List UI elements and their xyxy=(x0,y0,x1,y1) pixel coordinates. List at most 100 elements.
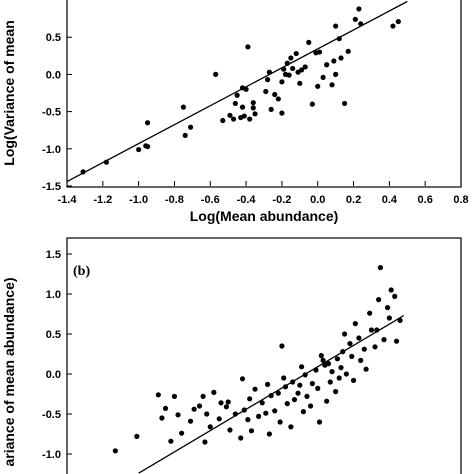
data-point-b xyxy=(363,366,369,372)
data-point-a xyxy=(103,159,109,165)
data-point-a xyxy=(247,116,253,122)
data-point-a xyxy=(341,100,348,107)
data-point-a xyxy=(286,72,292,78)
data-point-b xyxy=(302,372,308,378)
data-point-b xyxy=(211,389,217,395)
data-point-a xyxy=(266,69,272,75)
data-point-a xyxy=(297,80,303,86)
data-point-a xyxy=(352,16,358,22)
data-point-b xyxy=(325,361,332,367)
data-point-a xyxy=(252,111,258,117)
data-point-a xyxy=(243,86,249,92)
data-point-b xyxy=(134,433,140,439)
data-point-b xyxy=(329,369,335,375)
data-point-b xyxy=(393,338,400,344)
data-point-b xyxy=(266,431,272,437)
data-point-b xyxy=(318,353,324,359)
x-tick-label-a: -1.4 xyxy=(58,194,78,206)
y-axis-label-a: Log(Variance of mean xyxy=(1,20,17,165)
x-axis-label-a: Log(Mean abundance) xyxy=(190,208,339,224)
x-tick-label-a: -0.6 xyxy=(201,194,220,206)
data-point-a xyxy=(272,91,278,98)
data-point-b xyxy=(204,411,210,417)
data-point-b xyxy=(374,327,380,333)
data-point-b xyxy=(179,430,185,436)
data-point-b xyxy=(223,404,229,410)
y-tick-label-b: 0.0 xyxy=(46,369,61,381)
data-point-b xyxy=(281,375,287,381)
data-point-b xyxy=(232,411,238,417)
axis-ticks-a: -1.4 -1.2 -1.0 -0.8 -0.6 -0.4 -0.2 0.0 0.2 0.4 0.6… xyxy=(42,32,469,206)
data-point-a xyxy=(187,124,194,130)
data-point-b xyxy=(112,448,118,454)
data-point-a xyxy=(182,132,188,139)
y-tick-label-b: 1.5 xyxy=(46,249,61,261)
y-tick-label-a: -0.5 xyxy=(42,107,61,119)
data-point-a xyxy=(232,100,238,107)
data-point-b xyxy=(300,409,306,415)
data-point-b xyxy=(361,346,367,352)
data-point-a xyxy=(395,18,401,25)
data-point-a xyxy=(268,106,274,112)
data-point-b xyxy=(272,408,278,414)
y-tick-label-a: 0.5 xyxy=(46,32,61,44)
data-point-a xyxy=(241,113,247,119)
data-point-b xyxy=(264,381,271,387)
data-point-b xyxy=(295,390,301,396)
data-point-b xyxy=(284,401,290,407)
data-point-b xyxy=(299,364,305,370)
data-point-b xyxy=(187,418,194,424)
data-point-a xyxy=(80,169,86,175)
y-tick-label-b: 0.5 xyxy=(46,329,61,341)
data-point-a xyxy=(234,92,240,98)
data-point-a xyxy=(220,117,226,124)
data-point-b xyxy=(159,415,165,421)
data-point-a xyxy=(333,23,339,29)
data-point-b xyxy=(381,337,387,343)
data-point-a xyxy=(136,146,142,153)
data-point-a xyxy=(331,58,337,64)
data-point-b xyxy=(304,393,310,399)
data-point-a xyxy=(263,88,269,95)
regression-line-a xyxy=(66,0,408,183)
data-point-b xyxy=(338,365,344,371)
data-point-b xyxy=(238,435,244,441)
data-point-b xyxy=(216,416,222,422)
data-point-b xyxy=(279,343,285,349)
x-tick-label-a: 0.6 xyxy=(418,194,433,206)
data-point-b xyxy=(368,327,375,333)
data-point-a xyxy=(239,104,246,110)
data-point-a xyxy=(284,60,290,66)
data-point-a xyxy=(144,143,151,150)
x-tick-label-a: -0.2 xyxy=(272,194,291,206)
data-point-b xyxy=(334,356,341,362)
data-points-a xyxy=(80,6,401,175)
data-point-b xyxy=(200,393,206,399)
data-point-a xyxy=(290,65,296,72)
y-tick-label-b: -1.0 xyxy=(42,449,61,461)
data-point-b xyxy=(282,384,289,390)
data-point-b xyxy=(356,335,362,341)
data-point-a xyxy=(245,44,251,50)
data-point-a xyxy=(320,74,326,80)
data-point-b xyxy=(247,396,253,402)
data-point-b xyxy=(168,438,174,444)
data-point-b xyxy=(297,382,303,388)
plot-frame-a xyxy=(66,0,462,188)
data-point-b xyxy=(248,428,255,434)
data-point-a xyxy=(358,21,364,27)
data-point-b xyxy=(162,405,169,411)
panel-a: -1.4 -1.2 -1.0 -0.8 -0.6 -0.4 -0.2 0.0 0.2 0.4 0.6… xyxy=(1,0,469,224)
data-point-b xyxy=(288,424,294,430)
data-point-a xyxy=(316,49,323,55)
data-point-a xyxy=(213,71,219,77)
data-point-b xyxy=(350,377,357,383)
data-point-b xyxy=(349,353,355,359)
data-point-b xyxy=(252,386,258,392)
x-tick-label-a: -0.4 xyxy=(237,194,257,206)
panel-label-b: (b) xyxy=(73,264,90,279)
data-point-b xyxy=(340,349,346,355)
plot-frame-b xyxy=(66,237,462,474)
data-point-b xyxy=(336,375,342,381)
